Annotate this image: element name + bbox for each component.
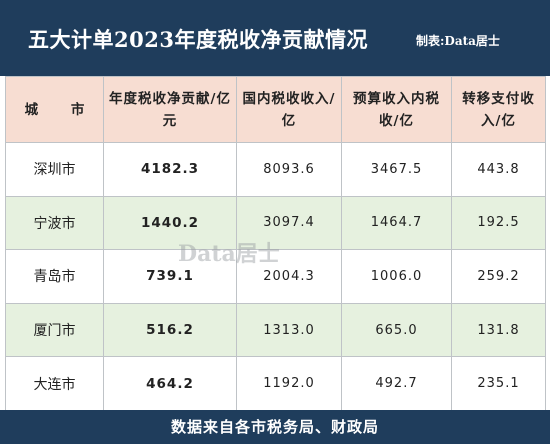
domestic-tax-cell: 2004.3 <box>236 249 342 304</box>
budget-tax-cell: 1464.7 <box>341 195 452 251</box>
net-contribution-cell: 4182.3 <box>103 142 237 197</box>
table-row: 大连市 464.2 1192.0 492.7 235.1 <box>5 356 546 411</box>
budget-tax-cell: 665.0 <box>341 302 452 358</box>
header-banner: 五大计单2023年度税收净贡献情况 制表:Data居士 <box>0 0 550 76</box>
city-cell: 深圳市 <box>5 142 104 197</box>
transfer-cell: 131.8 <box>451 302 546 358</box>
transfer-cell: 235.1 <box>451 356 546 411</box>
net-contribution-cell: 464.2 <box>103 356 237 411</box>
net-contribution-cell: 516.2 <box>103 302 237 358</box>
city-cell: 厦门市 <box>5 302 104 358</box>
net-contribution-cell: 739.1 <box>103 249 237 304</box>
footer-source: 数据来自各市税务局、财政局 <box>0 410 550 444</box>
city-cell: 宁波市 <box>5 195 104 251</box>
domestic-tax-cell: 1313.0 <box>236 302 342 358</box>
domestic-tax-cell: 1192.0 <box>236 356 342 411</box>
column-header-net-contribution: 年度税收净贡献/亿元 <box>103 76 237 143</box>
table-row: 宁波市 1440.2 3097.4 1464.7 192.5 <box>5 195 546 251</box>
transfer-cell: 259.2 <box>451 249 546 304</box>
table-row: 深圳市 4182.3 8093.6 3467.5 443.8 <box>5 142 546 197</box>
column-header-budget-tax: 预算收入内税收/亿 <box>341 76 452 143</box>
tax-contribution-table: 城 市 年度税收净贡献/亿元 国内税收收入/亿 预算收入内税收/亿 转移支付收入… <box>5 76 546 411</box>
column-header-domestic-tax: 国内税收收入/亿 <box>236 76 342 143</box>
table-header-row: 城 市 年度税收净贡献/亿元 国内税收收入/亿 预算收入内税收/亿 转移支付收入… <box>5 76 546 143</box>
column-header-city: 城 市 <box>5 76 104 143</box>
column-header-transfer: 转移支付收入/亿 <box>451 76 546 143</box>
transfer-cell: 192.5 <box>451 195 546 251</box>
watermark: Data居士 <box>178 241 280 267</box>
table-row: 厦门市 516.2 1313.0 665.0 131.8 <box>5 302 546 358</box>
credit-label: 制表:Data居士 <box>416 34 500 48</box>
domestic-tax-cell: 8093.6 <box>236 142 342 197</box>
city-cell: 大连市 <box>5 356 104 411</box>
domestic-tax-cell: 3097.4 <box>236 195 342 251</box>
city-cell: 青岛市 <box>5 249 104 304</box>
net-contribution-cell: 1440.2 <box>103 195 237 251</box>
budget-tax-cell: 1006.0 <box>341 249 452 304</box>
budget-tax-cell: 492.7 <box>341 356 452 411</box>
budget-tax-cell: 3467.5 <box>341 142 452 197</box>
page-title: 五大计单2023年度税收净贡献情况 <box>28 27 368 52</box>
table-row: 青岛市 739.1 2004.3 1006.0 259.2 <box>5 249 546 304</box>
transfer-cell: 443.8 <box>451 142 546 197</box>
